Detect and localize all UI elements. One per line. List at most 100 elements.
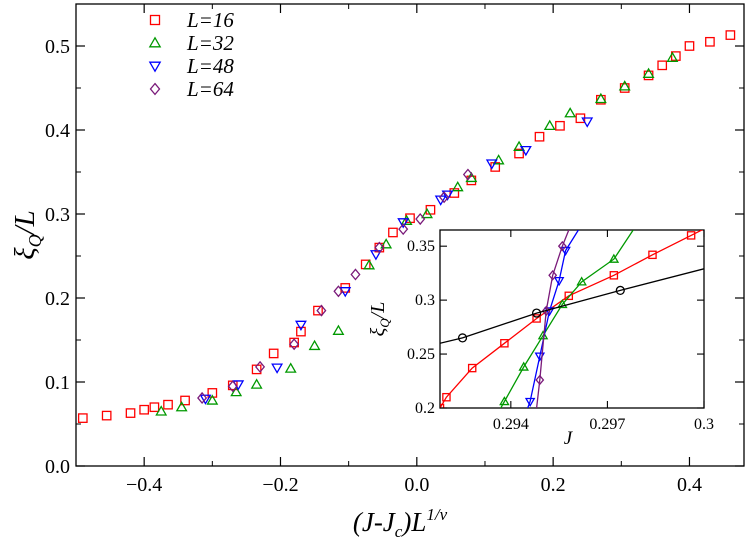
data-point	[149, 402, 160, 413]
data-point	[684, 41, 695, 51]
data-point	[643, 70, 654, 81]
data-point	[77, 413, 88, 423]
inset-y-tick-label: 0.2	[415, 400, 435, 417]
x-tick-label: 0.2	[541, 474, 566, 496]
y-tick-label: 0.4	[45, 120, 70, 142]
inset-data-point	[548, 269, 558, 281]
data-point	[125, 408, 136, 418]
data-point	[581, 117, 594, 128]
main-plot: −0.4 −0.2 0.0 0.2 0.4 0.0 0.1 0.2 0.3 0.4 0.5 (J-Jc…	[9, 3, 745, 538]
data-point	[642, 67, 655, 78]
y-tick-label: 0.0	[45, 456, 70, 478]
data-point	[465, 171, 478, 183]
data-point	[725, 30, 736, 40]
data-point	[564, 107, 577, 118]
data-point	[163, 399, 173, 410]
data-point	[294, 320, 307, 332]
inset-data-point	[467, 363, 477, 373]
data-point	[619, 83, 630, 93]
inset-data-point	[686, 231, 696, 240]
data-point	[271, 363, 284, 374]
data-point	[350, 268, 361, 281]
inset-data-point	[557, 298, 568, 309]
data-point	[439, 191, 450, 204]
data-point	[380, 238, 393, 249]
data-point	[398, 223, 409, 236]
data-point	[397, 218, 410, 229]
data-point	[657, 60, 668, 71]
data-point	[139, 404, 150, 415]
inset-data-point	[457, 333, 468, 343]
data-point	[284, 362, 297, 373]
data-point	[415, 212, 426, 226]
data-point	[666, 51, 679, 62]
data-point	[180, 395, 190, 406]
data-point	[374, 241, 385, 254]
data-point	[462, 168, 473, 181]
series-l-64	[197, 168, 473, 405]
inset-data-point	[531, 308, 542, 318]
inset-series-crossing	[440, 268, 704, 344]
legend: L=16L=32L=48L=64	[148, 8, 234, 101]
inset-data-point	[608, 253, 620, 263]
inset-y-axis-label: ξQ/L	[367, 302, 392, 337]
x-tick-label: 0.0	[404, 474, 429, 496]
data-point	[250, 378, 263, 389]
inset-data-point	[615, 285, 625, 296]
legend-entry: L=48	[148, 54, 234, 78]
inset-line	[440, 230, 704, 408]
legend-entry: L=32	[148, 31, 234, 55]
inset-y-tick-label: 0.3	[415, 292, 435, 309]
inset-data-point	[544, 307, 555, 317]
legend-marker	[148, 36, 162, 48]
data-point	[289, 338, 300, 351]
inset-data-point	[532, 314, 541, 323]
inset-data-point	[535, 374, 545, 386]
y-tick-label: 0.1	[45, 372, 70, 394]
data-point	[333, 285, 344, 298]
inset-data-point	[500, 339, 509, 348]
data-point	[230, 385, 243, 397]
data-point	[199, 394, 212, 405]
data-point	[101, 410, 112, 421]
data-point	[206, 394, 219, 405]
data-point	[618, 80, 631, 91]
data-point	[308, 339, 321, 351]
inset-y-tick-label: 0.25	[407, 346, 435, 363]
y-tick-label: 0.5	[45, 36, 70, 58]
data-point	[400, 214, 413, 225]
inset-line	[500, 230, 634, 408]
legend-marker	[149, 14, 161, 26]
data-point	[254, 360, 266, 373]
data-point	[534, 131, 545, 142]
inset-frame	[439, 229, 705, 409]
inset-line	[440, 268, 704, 344]
legend-label: L=32	[186, 31, 234, 55]
y-axis-label: ξQ/L	[9, 210, 45, 260]
x-tick-label: 0.4	[677, 474, 702, 496]
legend-entry: L=16	[149, 8, 234, 32]
inset-data-point	[553, 276, 565, 287]
x-tick-label: −0.2	[262, 474, 298, 496]
inset-data-point	[609, 271, 619, 280]
data-point	[207, 388, 218, 398]
legend-marker	[148, 61, 162, 73]
series-l-32	[155, 51, 679, 416]
inset-x-axis-label: J	[564, 428, 574, 449]
data-point	[296, 326, 306, 337]
legend-label: L=48	[186, 54, 234, 78]
inset-data-point	[518, 361, 529, 371]
data-point	[421, 207, 433, 219]
legend-entry: L=64	[149, 77, 234, 101]
inset-data-point	[648, 250, 657, 260]
data-point	[332, 324, 345, 335]
inset-x-tick-label: 0.294	[493, 416, 529, 433]
inset-data-point	[524, 397, 536, 407]
inset-x-tick-label: 0.297	[589, 416, 625, 433]
inset-plot: 0.294 0.297 0.3 0.2 0.25 0.3 0.35 JξQ/L	[367, 229, 714, 449]
x-axis-label: (J-Jc)L1/ν	[353, 505, 448, 538]
data-point	[596, 94, 606, 105]
data-point	[514, 148, 524, 159]
inset-data-point	[499, 396, 510, 406]
